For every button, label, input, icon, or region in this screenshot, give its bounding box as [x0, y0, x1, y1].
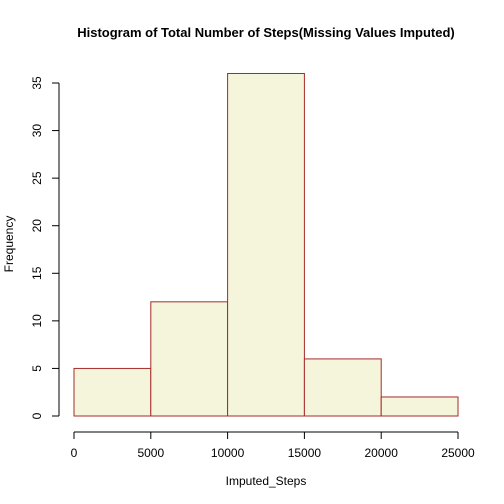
y-tick-label: 30	[30, 124, 44, 138]
histogram-bar	[303, 358, 382, 417]
x-tick-label: 5000	[137, 446, 164, 460]
x-tick-label: 10000	[211, 446, 245, 460]
y-tick-label: 10	[30, 314, 44, 328]
histogram-bar	[380, 396, 459, 417]
y-tick-label: 15	[30, 266, 44, 280]
y-tick-label: 25	[30, 171, 44, 185]
y-tick-label: 0	[30, 412, 44, 419]
y-tick-label: 5	[30, 365, 44, 372]
x-tick-label: 0	[71, 446, 78, 460]
histogram-bar	[150, 301, 229, 417]
x-tick-label: 15000	[288, 446, 322, 460]
y-axis-label: Frequency	[2, 216, 16, 273]
x-axis: 0 5000 10000 15000 20000 25000	[71, 431, 475, 460]
y-tick-label: 20	[30, 219, 44, 233]
x-tick-label: 20000	[365, 446, 399, 460]
bars-group	[73, 72, 459, 417]
chart-title: Histogram of Total Number of Steps(Missi…	[77, 25, 455, 40]
histogram-bar	[73, 367, 152, 417]
y-tick-label: 35	[30, 76, 44, 90]
histogram-bar	[227, 72, 305, 417]
x-tick-label: 25000	[441, 446, 475, 460]
x-axis-label: Imputed_Steps	[226, 474, 307, 488]
y-axis: 0 5 10 15 20 25 30 35	[30, 76, 60, 419]
